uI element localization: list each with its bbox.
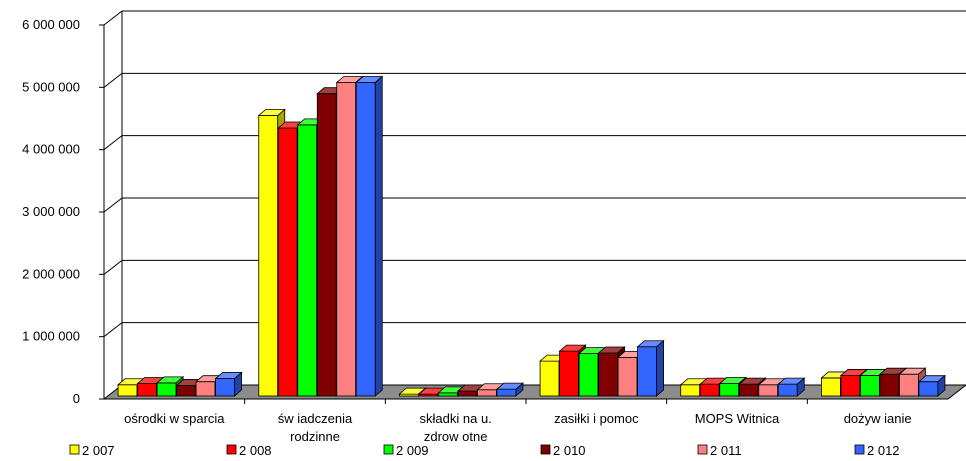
bar-front [821,377,841,397]
legend-swatch [226,444,237,455]
x-tick-label: dożyw ianie [844,411,912,426]
bar-front [719,383,740,397]
bar-front [738,383,759,397]
bar-side [937,374,946,397]
bar-front [617,356,638,397]
legend-item: 2 007 [69,443,115,458]
bar-front [258,115,279,397]
bar-side [374,75,383,397]
legend-swatch [69,444,80,455]
legend-swatch [540,444,551,455]
bar [917,374,946,397]
bar-side [656,339,664,397]
y-tick-label: 2 000 000 [22,266,80,281]
grid-line-side [103,135,123,151]
legend-swatch [383,444,394,455]
bar-front [477,389,497,397]
legend-item: 2 012 [854,443,900,458]
bar-front [457,390,478,397]
bar [878,367,907,397]
bar-front [215,378,235,397]
bar-front [297,124,318,397]
bar-front [336,82,357,397]
bar [355,75,384,397]
x-tick-label: MOPS Witnica [695,411,780,426]
grid-line-side [103,259,123,275]
legend-label: 2 007 [82,443,115,458]
bar [578,346,607,397]
bar [214,371,243,397]
legend-label: 2 008 [239,443,272,458]
bar-front [637,346,657,397]
bar-front [777,383,798,397]
bar-front [578,353,599,397]
bar-front [316,93,337,397]
bar-front [840,375,861,397]
bar-front [438,392,458,397]
legend-item: 2 008 [226,443,272,458]
grid-line-side [103,322,123,338]
grid-line-side [103,197,123,213]
grid-line-side [103,10,123,26]
bar-front [918,381,939,397]
bar-front [539,360,560,397]
bar-side [234,371,242,397]
legend: 2 007 2 008 2 009 2 010 2 011 2 012 [69,443,900,458]
bar-front [355,82,376,397]
bars [117,75,946,397]
y-tick-label: 3 000 000 [22,204,80,219]
legend-label: 2 011 [710,443,742,458]
bar-front [195,381,216,397]
legend-label: 2 009 [396,443,429,458]
bar [636,339,665,397]
legend-swatch [697,444,708,455]
bar-front [496,388,517,397]
y-tick-label: 5 000 000 [22,79,80,94]
bar-side [796,377,805,397]
bar [777,377,806,397]
x-tick-label: składki na u. zdrow otne [420,411,492,444]
legend-item: 2 011 [697,443,742,458]
bar-front [699,383,720,397]
grid-line-side [103,72,123,88]
x-tick-labels: ośrodki w sparcia św iadczenia rodzinne skł… [124,411,912,444]
grid-lines [103,10,966,338]
legend-item: 2 010 [540,443,586,458]
bar-front [860,375,880,397]
bar-front [176,385,196,397]
legend-label: 2 010 [553,443,586,458]
bar-front [899,373,919,397]
x-tick-label: św iadczenia rodzinne [278,411,353,444]
axes [99,11,948,404]
bar-side [515,382,524,397]
x-tick-label: ośrodki w sparcia [124,411,225,426]
bar-front [137,383,157,397]
legend-swatch [854,444,865,455]
bar-front [277,127,298,397]
bar-front [758,384,779,397]
bar-front [879,373,900,397]
bar [495,382,524,397]
y-tick-label: 1 000 000 [22,329,80,344]
bar-front [680,384,701,397]
bar [898,367,927,397]
y-tick-label: 6 000 000 [22,17,80,32]
bar-front [156,382,177,397]
legend-label: 2 012 [867,443,900,458]
y-tick-labels: 0 1 000 000 2 000 000 3 000 000 4 000 000 5 0… [22,17,80,406]
x-tick-label: zasiłki i pomoc [554,411,639,426]
bar-front [598,352,618,397]
bar-front [117,384,138,397]
bar-front [559,350,579,397]
y-tick-label: 0 [73,391,80,406]
legend-item: 2 009 [383,443,429,458]
y-tick-label: 4 000 000 [22,142,80,157]
